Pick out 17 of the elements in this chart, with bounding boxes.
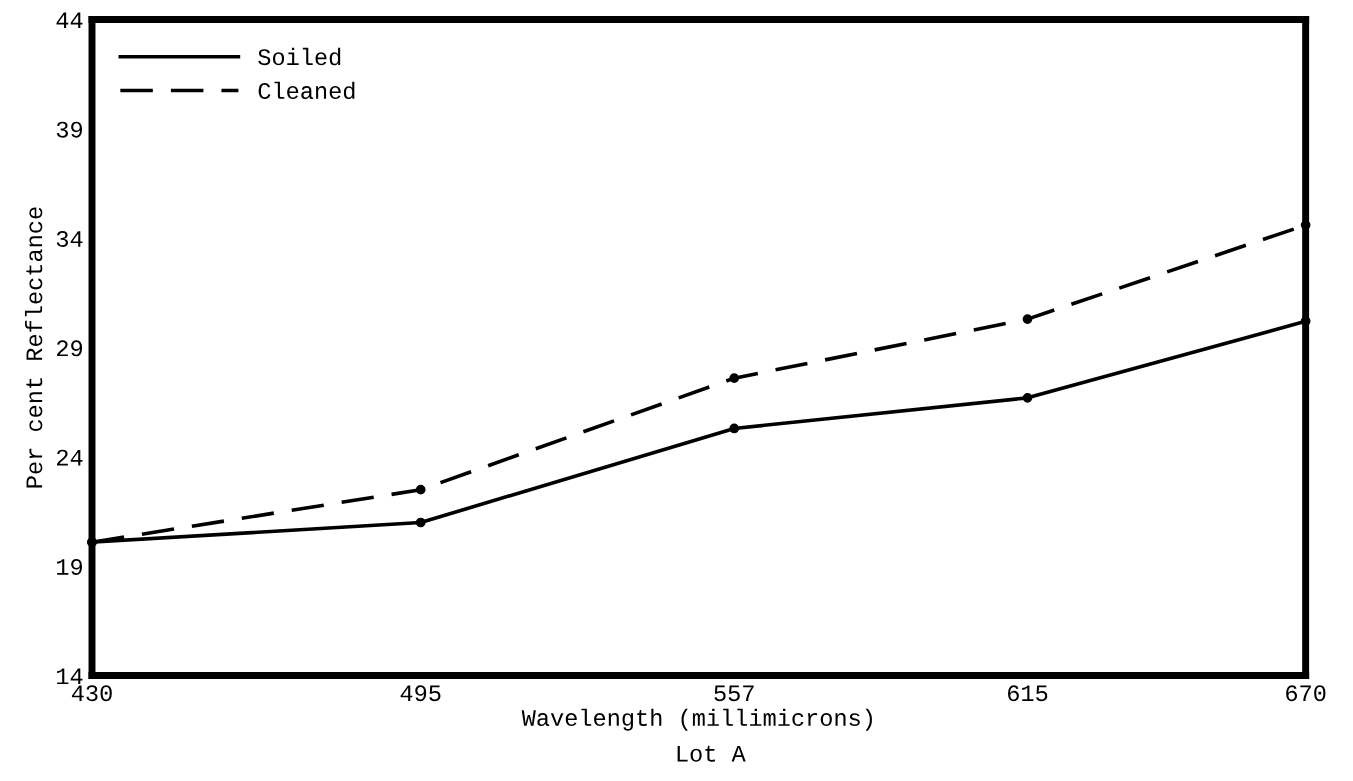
x-tick-label: 495 — [400, 685, 441, 702]
y-axis-title: Per cent Reflectance — [24, 207, 43, 488]
y-tick-label: 34 — [56, 230, 83, 247]
x-tick-label: 557 — [714, 685, 754, 702]
y-tick-label: 44 — [56, 12, 83, 29]
x-axis-title: Wavelength (millimicrons) — [521, 708, 872, 731]
x-tick-label: 670 — [1286, 685, 1326, 702]
y-tick-label: 29 — [56, 340, 83, 357]
legend-label: Cleaned — [258, 81, 355, 100]
y-tick-label: 14 — [57, 668, 83, 685]
text: Lot A — [677, 745, 746, 762]
y-tick-label: 39 — [56, 121, 83, 138]
x-tick-label: 430 — [71, 685, 112, 702]
y-tick-label: 19 — [57, 558, 83, 576]
y-tick-label: 24 — [56, 449, 83, 466]
legend-label: Soiled — [258, 47, 341, 66]
x-tick-label: 615 — [1008, 685, 1048, 702]
